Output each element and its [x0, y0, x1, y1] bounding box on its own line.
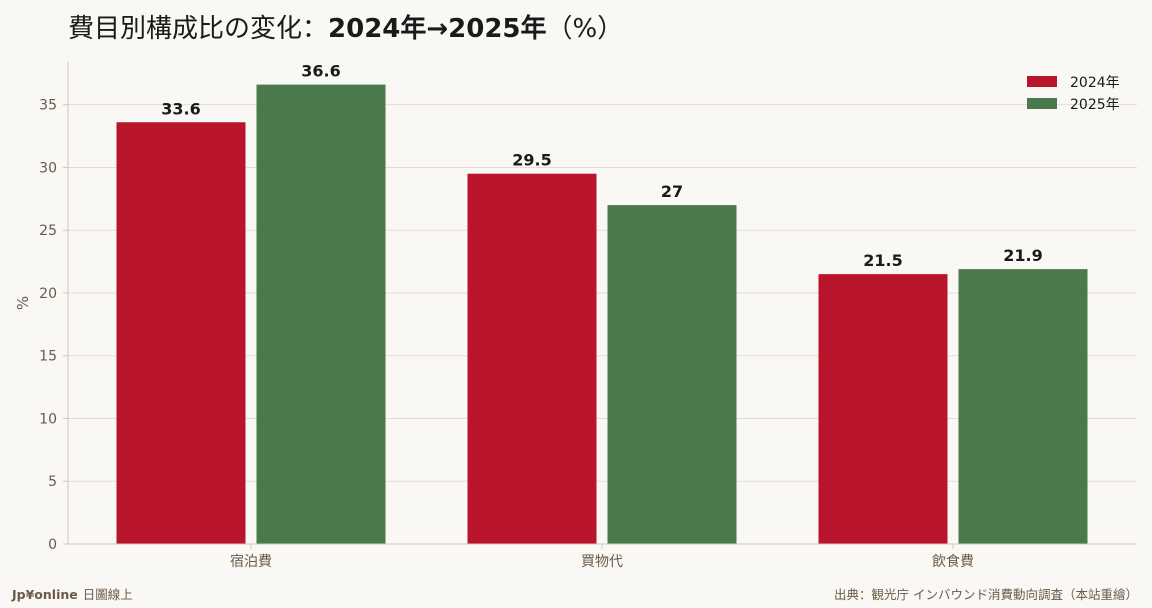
y-tick-label: 35	[39, 98, 57, 114]
y-tick-label: 20	[39, 286, 57, 302]
legend-label: 2025年	[1070, 97, 1120, 113]
bars	[116, 84, 1088, 544]
y-tick-label: 25	[39, 223, 57, 239]
title-emphasis: 2024年→2025年	[328, 13, 547, 44]
x-tick-label: 買物代	[581, 554, 623, 570]
bar-2025年-飲食費	[958, 269, 1088, 544]
legend-swatch	[1027, 76, 1057, 87]
axes: 0 5 10 15 20 25 30 35 宿泊費 買物代 飲食費	[39, 62, 1137, 570]
data-label: 29.5	[512, 151, 551, 170]
y-tick-label: 5	[48, 474, 57, 490]
y-tick-label: 15	[39, 349, 57, 365]
title-suffix: （%）	[547, 14, 624, 44]
footer-brand-line: Jp¥online 日圖線上	[11, 587, 133, 602]
legend-swatch	[1027, 98, 1057, 109]
footer-source: 出典：観光庁 インバウンド消費動向調査（本站重繪）	[834, 587, 1138, 602]
bar-2025年-宿泊費	[256, 84, 386, 544]
data-label: 36.6	[301, 62, 340, 81]
y-tick-label: 0	[48, 537, 57, 553]
x-tick-label: 飲食費	[932, 553, 974, 570]
chart-title: 費目別構成比の変化：2024年→2025年（%）	[68, 13, 623, 44]
bar-2024年-宿泊費	[116, 122, 246, 544]
footer-brand: Jp¥online	[11, 587, 78, 602]
data-label: 27	[661, 182, 683, 201]
title-main: 費目別構成比の変化：	[68, 14, 328, 44]
bar-2025年-買物代	[607, 205, 737, 544]
data-label: 33.6	[161, 99, 200, 118]
gridlines	[68, 104, 1137, 482]
data-label: 21.5	[863, 251, 902, 270]
legend: 2024年 2025年	[1027, 75, 1120, 113]
footer-brand-sub: 日圖線上	[83, 587, 133, 602]
y-tick-label: 10	[39, 411, 57, 427]
y-tick-label: 30	[39, 160, 57, 176]
data-label: 21.9	[1003, 246, 1042, 265]
value-labels: 33.6 36.6 29.5 27 21.5 21.9	[161, 62, 1042, 271]
bar-2024年-買物代	[467, 173, 597, 544]
legend-label: 2024年	[1070, 75, 1120, 91]
y-axis-label: %	[14, 296, 32, 310]
bar-2024年-飲食費	[818, 274, 948, 544]
x-tick-label: 宿泊費	[230, 553, 272, 570]
